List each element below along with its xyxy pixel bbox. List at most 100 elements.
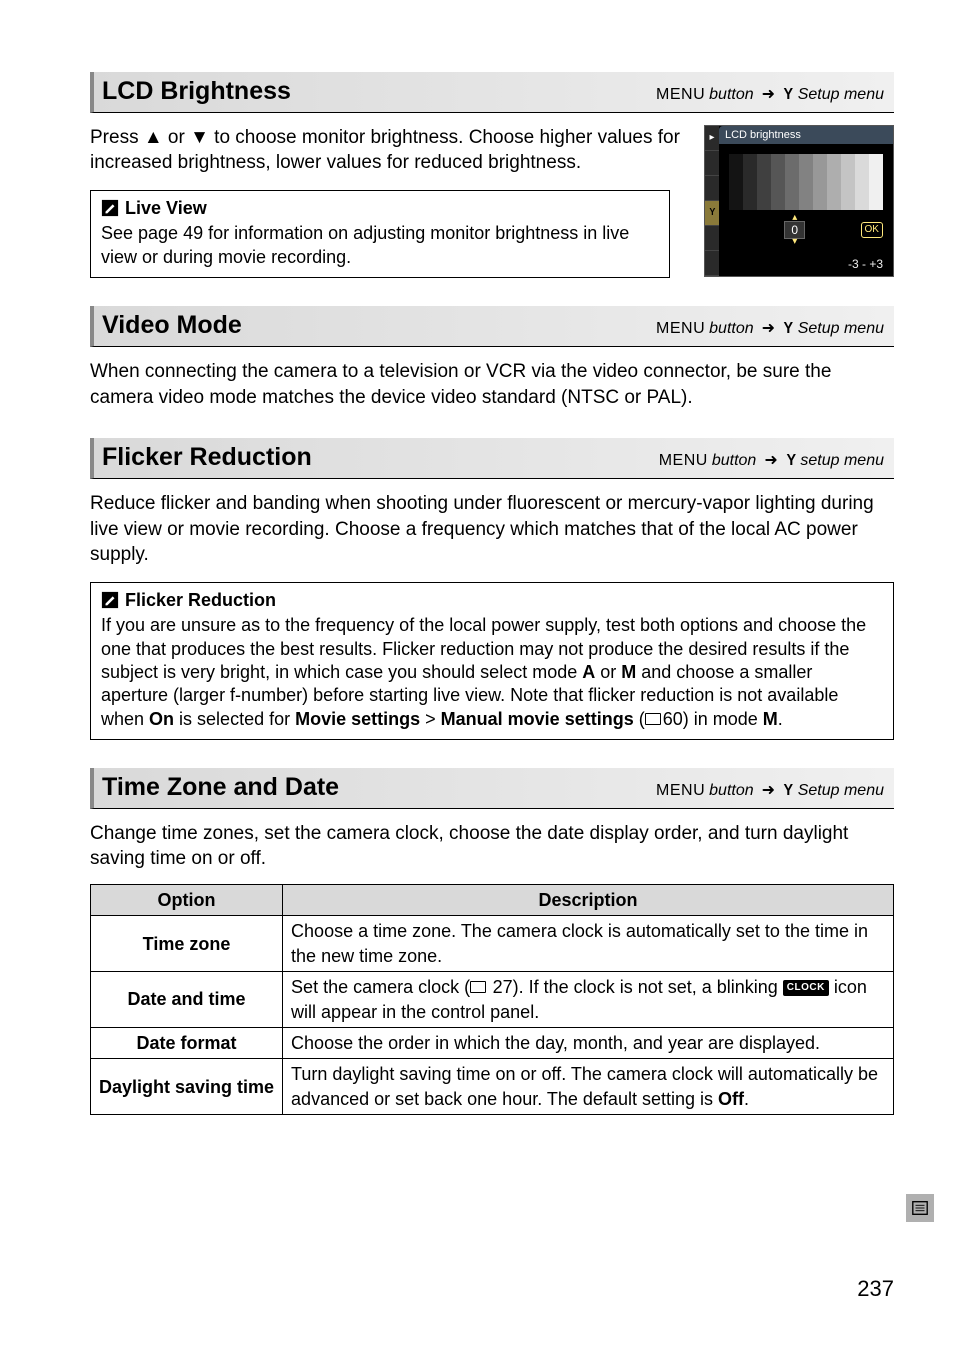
tab-icon	[705, 176, 719, 201]
opt-name: Date format	[91, 1028, 283, 1059]
lcd-screen: ▸ Y LCD brightness 0 OK -3 - +3	[704, 125, 894, 277]
mode-a: A	[582, 662, 595, 682]
section-title: Video Mode	[102, 309, 242, 343]
note-title-text: Live View	[125, 196, 207, 220]
arrow-icon: ➜	[762, 780, 775, 802]
wrench-icon: Y	[784, 84, 794, 106]
t: ) in mode	[683, 709, 763, 729]
t: Turn daylight saving time on or off. The…	[291, 1064, 878, 1108]
note-title: Flicker Reduction	[101, 588, 883, 612]
section-crumb: MENU button ➜ Y Setup menu	[656, 780, 884, 802]
menu-label: MENU	[659, 450, 708, 472]
section-crumb: MENU button ➜ Y Setup menu	[656, 84, 884, 106]
section-crumb: MENU button ➜ Y setup menu	[659, 450, 884, 472]
t: .	[778, 709, 783, 729]
section-header-tz: Time Zone and Date MENU button ➜ Y Setup…	[90, 768, 894, 809]
wrench-icon: Y	[784, 780, 794, 802]
t: Set the camera clock (	[291, 977, 470, 997]
note-body: See page 49 for information on adjusting…	[101, 222, 659, 269]
col-description: Description	[283, 885, 894, 916]
button-word: button	[709, 84, 753, 106]
opt-desc: Choose a time zone. The camera clock is …	[283, 916, 894, 972]
note-box-flicker: Flicker Reduction If you are unsure as t…	[90, 582, 894, 740]
lcd-topbar: LCD brightness	[719, 126, 893, 144]
menu-label: MENU	[656, 84, 705, 106]
tab-icon	[705, 151, 719, 176]
lcd-value: 0	[784, 221, 805, 239]
ok-badge: OK	[861, 222, 883, 238]
menu-label: MENU	[656, 780, 705, 802]
table-row: Date and time Set the camera clock ( 27)…	[91, 971, 894, 1027]
page-ref-icon	[645, 713, 663, 725]
mode-m: M	[763, 709, 778, 729]
section-header-video: Video Mode MENU button ➜ Y Setup menu	[90, 306, 894, 347]
t: (	[634, 709, 645, 729]
pencil-icon	[101, 591, 119, 609]
opt-name: Time zone	[91, 916, 283, 972]
off-word: Off	[718, 1089, 744, 1109]
flicker-body: Reduce flicker and banding when shooting…	[90, 491, 894, 568]
setup-label: Setup menu	[798, 780, 884, 802]
col-option: Option	[91, 885, 283, 916]
t: is selected for	[174, 709, 295, 729]
lcd-controls: 0 OK	[729, 218, 883, 242]
t: ). If the clock is not set, a blinking	[513, 977, 783, 997]
opt-desc: Set the camera clock ( 27). If the clock…	[283, 971, 894, 1027]
wrench-icon: Y	[786, 450, 796, 472]
table-row: Date format Choose the order in which th…	[91, 1028, 894, 1059]
note-box-liveview: Live View See page 49 for information on…	[90, 190, 670, 278]
t: .	[744, 1089, 749, 1109]
section-header-flicker: Flicker Reduction MENU button ➜ Y setup …	[90, 438, 894, 479]
section-title: Flicker Reduction	[102, 441, 312, 475]
page-27: 27	[493, 977, 513, 997]
opt-desc: Turn daylight saving time on or off. The…	[283, 1059, 894, 1115]
opt-desc: Choose the order in which the day, month…	[283, 1028, 894, 1059]
tab-icon	[705, 226, 719, 251]
t: or	[595, 662, 621, 682]
page-number: 237	[857, 1274, 894, 1304]
lcd-screenshot: ▸ Y LCD brightness 0 OK -3 - +3	[704, 125, 894, 277]
section-title: LCD Brightness	[102, 75, 291, 109]
arrow-icon: ➜	[762, 84, 775, 106]
lcd-text-col: Press ▲ or ▼ to choose monitor brightnes…	[90, 125, 686, 278]
movie-settings: Movie settings	[295, 709, 420, 729]
arrow-icon: ➜	[762, 318, 775, 340]
tab-icon: ▸	[705, 126, 719, 151]
table-row: Daylight saving time Turn daylight savin…	[91, 1059, 894, 1115]
setup-label: Setup menu	[798, 318, 884, 340]
page-ref-icon	[470, 981, 488, 993]
table-header-row: Option Description	[91, 885, 894, 916]
lcd-row: Press ▲ or ▼ to choose monitor brightnes…	[90, 125, 894, 278]
tab-icon	[705, 251, 719, 276]
tz-body: Change time zones, set the camera clock,…	[90, 821, 894, 872]
page-60: 60	[663, 709, 683, 729]
lcd-sidebar: ▸ Y	[705, 126, 719, 276]
button-word: button	[712, 450, 756, 472]
manual-movie: Manual movie settings	[441, 709, 634, 729]
button-word: button	[709, 318, 753, 340]
options-table: Option Description Time zone Choose a ti…	[90, 884, 894, 1115]
clock-badge: CLOCK	[783, 980, 829, 996]
opt-name: Date and time	[91, 971, 283, 1027]
lcd-gradient	[729, 154, 883, 210]
on-word: On	[149, 709, 174, 729]
arrow-icon: ➜	[764, 450, 777, 472]
t: >	[420, 709, 441, 729]
video-body: When connecting the camera to a televisi…	[90, 359, 894, 410]
note-title: Live View	[101, 196, 659, 220]
note-title-text: Flicker Reduction	[125, 588, 276, 612]
setup-label: Setup menu	[798, 84, 884, 106]
mode-m: M	[621, 662, 636, 682]
lcd-range: -3 - +3	[848, 256, 883, 272]
section-header-lcd: LCD Brightness MENU button ➜ Y Setup men…	[90, 72, 894, 113]
table-row: Time zone Choose a time zone. The camera…	[91, 916, 894, 972]
tab-icon-active: Y	[705, 201, 719, 226]
opt-name: Daylight saving time	[91, 1059, 283, 1115]
button-word: button	[709, 780, 753, 802]
menu-label: MENU	[656, 318, 705, 340]
setup-label: setup menu	[800, 450, 884, 472]
section-title: Time Zone and Date	[102, 771, 339, 805]
pencil-icon	[101, 199, 119, 217]
wrench-icon: Y	[784, 318, 794, 340]
side-tab-icon	[906, 1194, 934, 1222]
